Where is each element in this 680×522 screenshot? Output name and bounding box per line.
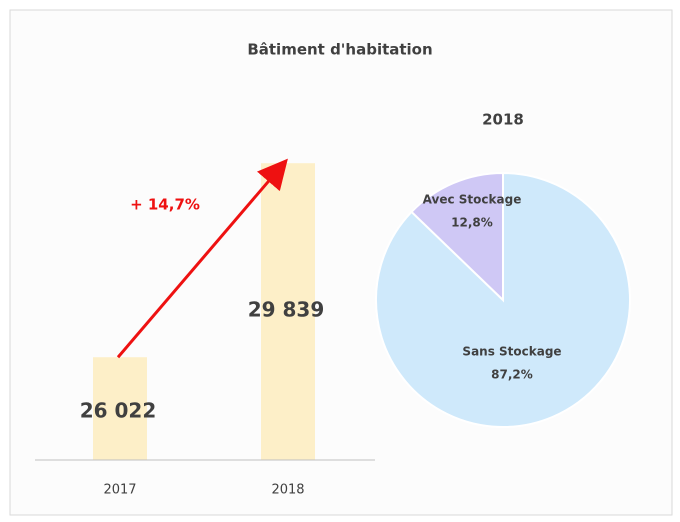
slice-value: 12,8% (451, 216, 493, 230)
x-tick-label: 2017 (103, 483, 136, 498)
annotation: + 14,7% (130, 196, 200, 214)
x-tick-label: 2018 (271, 483, 304, 498)
slice-label: Sans Stockage (462, 345, 561, 359)
data-label: 26 022 (80, 399, 157, 423)
slice-value: 87,2% (491, 368, 533, 382)
bar (93, 357, 147, 460)
data-label: 29 839 (248, 298, 325, 322)
pie-slice (410, 171, 504, 303)
slice-label: Avec Stockage (423, 193, 522, 207)
chart-title: Bâtiment d'habitation (247, 41, 432, 59)
growth-arrow (116, 158, 288, 359)
bar (261, 163, 315, 460)
pie-title: 2018 (482, 111, 524, 129)
